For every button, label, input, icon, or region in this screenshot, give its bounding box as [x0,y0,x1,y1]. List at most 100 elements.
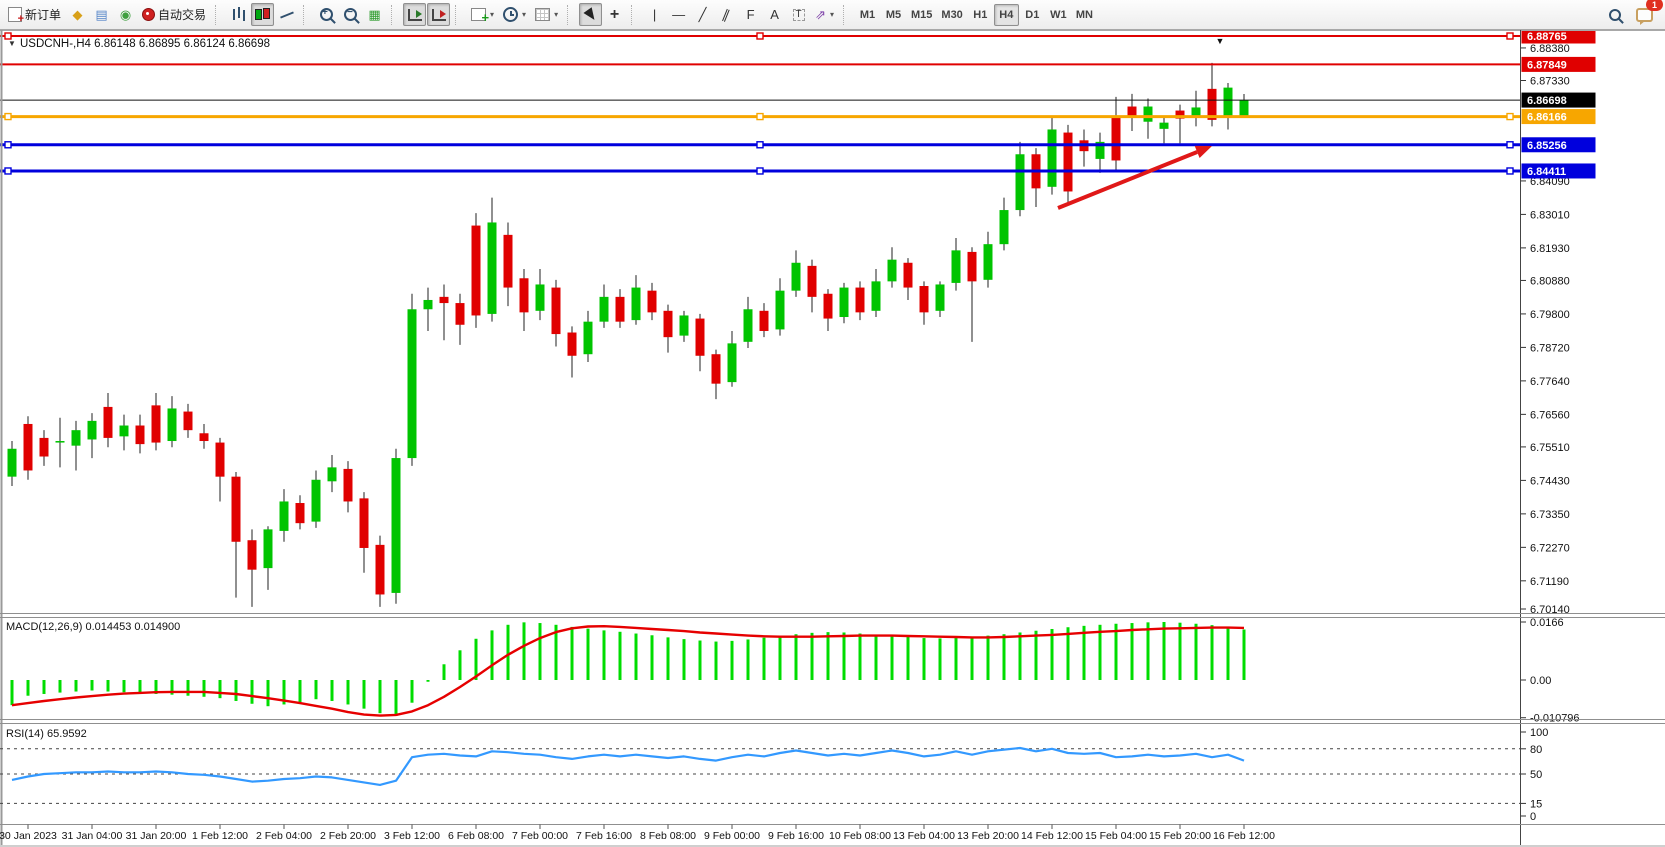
chart-area: 6.88380 6.87330 6.84090 6.83010 6.81930 6.808… [0,28,1665,847]
svg-text:6.85256: 6.85256 [1527,140,1567,152]
svg-text:100: 100 [1530,727,1548,739]
auto-scroll-button[interactable] [427,3,451,26]
indicator-panels [0,30,1665,847]
candle-chart-button[interactable] [251,3,275,26]
line-chart-icon [279,10,294,19]
timeframe-m30[interactable]: M30 [941,8,963,21]
svg-text:50: 50 [1530,769,1542,781]
timeframe-d1[interactable]: D1 [1025,8,1040,21]
chevron-down-icon: ▾ [829,10,834,19]
timeframe-h1[interactable]: H1 [973,8,988,21]
label-button[interactable]: T [787,3,810,26]
clock-icon [503,7,519,22]
svg-text:31 Jan 20:00: 31 Jan 20:00 [126,830,187,842]
timeframe-h4[interactable]: H4 [993,3,1019,26]
toolbar-separator [843,4,851,25]
svg-text:8 Feb 08:00: 8 Feb 08:00 [640,830,696,842]
annotations[interactable]: ▼ [1057,36,1224,210]
svg-text:15 Feb 20:00: 15 Feb 20:00 [1149,830,1211,842]
new-order-button[interactable]: 新订单 [4,3,65,26]
new-order-icon [8,7,24,25]
svg-text:6.71190: 6.71190 [1530,576,1569,588]
svg-text:1 Feb 12:00: 1 Feb 12:00 [192,830,248,842]
broadcast-signal-icon: ◉ [119,7,132,22]
candles-layer [7,62,1249,607]
terminal-window-icon: ▤ [95,7,108,22]
svg-text:6.88380: 6.88380 [1530,43,1570,55]
chat-bubble-icon [1636,7,1653,25]
horizontal-line-button[interactable]: — [667,3,690,26]
autotrade-button[interactable]: 自动交易 [138,3,210,26]
zoom-out-button[interactable] [339,3,362,26]
cursor-arrow-icon [583,6,599,23]
tile-windows-button[interactable]: ▦ [363,3,386,26]
vertical-line-button[interactable]: | [643,3,666,26]
cursor-button[interactable] [579,3,603,26]
toolbar-separator [391,4,399,25]
scroll-to-end-icon [407,8,422,21]
svg-text:0.0166: 0.0166 [1530,617,1564,629]
search-button[interactable] [1603,3,1626,26]
svg-text:16 Feb 12:00: 16 Feb 12:00 [1213,830,1275,842]
svg-text:2 Feb 04:00: 2 Feb 04:00 [256,830,312,842]
text-button[interactable]: A [763,3,786,26]
periods-button[interactable]: ▾ [499,3,530,26]
tile-windows-icon: ▦ [368,7,381,22]
scroll-to-end-button[interactable] [403,3,427,26]
zoom-in-button[interactable] [315,3,338,26]
chevron-down-icon: ▾ [522,10,527,19]
svg-text:6.84090: 6.84090 [1530,176,1570,188]
signals-icon-button[interactable]: ◉ [114,3,137,26]
charts-icon-button[interactable]: ◆ [66,3,89,26]
channel-button[interactable]: ∥ [715,3,738,26]
trend-arrow[interactable] [1057,145,1212,210]
symbol-dropdown-icon[interactable]: ▼ [8,39,16,48]
templates-button[interactable]: ▾ [531,3,562,26]
svg-text:6.75510: 6.75510 [1530,442,1570,454]
gold-chart-icon: ◆ [72,7,83,22]
notifications-button[interactable]: 1 [1632,0,1663,26]
timeframe-m5[interactable]: M5 [885,8,902,21]
autotrade-icon [142,8,156,21]
price-axis[interactable]: 6.88380 6.87330 6.84090 6.83010 6.81930 6.808… [1521,28,1596,823]
terminal-icon-button[interactable]: ▤ [90,3,113,26]
toolbar-separator [567,4,575,25]
equidistant-channel-icon: ∥ [720,6,733,23]
text-label-icon: T [792,8,805,21]
chart-canvas[interactable]: 6.88380 6.87330 6.84090 6.83010 6.81930 6.808… [0,28,1665,847]
svg-text:13 Feb 04:00: 13 Feb 04:00 [893,830,955,842]
bar-chart-button[interactable] [227,3,250,26]
time-axis[interactable]: 30 Jan 2023 31 Jan 04:00 31 Jan 20:00 1 Feb… [0,824,1275,843]
svg-text:6.78720: 6.78720 [1530,342,1570,354]
fibonacci-button[interactable]: F [739,3,762,26]
indicators-button[interactable]: ▾ [467,3,498,26]
crosshair-button[interactable]: + [603,3,626,26]
arrows-button[interactable]: ⇗ ▾ [811,3,838,26]
toolbar-separator [631,4,639,25]
svg-text:6 Feb 08:00: 6 Feb 08:00 [448,830,504,842]
timeframe-m1[interactable]: M1 [859,8,876,21]
horizontal-line-icon: — [672,7,686,22]
add-indicator-icon [471,8,489,25]
vertical-line-icon: | [652,7,657,22]
svg-text:6.84411: 6.84411 [1527,166,1566,178]
svg-text:9 Feb 16:00: 9 Feb 16:00 [768,830,824,842]
svg-text:14 Feb 12:00: 14 Feb 12:00 [1021,830,1083,842]
svg-text:6.83010: 6.83010 [1530,209,1570,221]
timeframe-mn[interactable]: MN [1075,8,1093,21]
trendline-button[interactable]: ╱ [691,3,714,26]
line-chart-button[interactable] [275,3,298,26]
svg-text:80: 80 [1530,744,1542,756]
timeframe-m15[interactable]: M15 [911,8,933,21]
crosshair-icon: + [609,5,620,23]
svg-text:0.00: 0.00 [1530,675,1551,687]
svg-text:10 Feb 08:00: 10 Feb 08:00 [829,830,891,842]
chevron-down-icon: ▾ [554,10,559,19]
svg-text:15: 15 [1530,798,1542,810]
hlines-layer[interactable] [0,32,1520,175]
candlestick-chart-icon [255,8,271,20]
toolbar: 新订单 ◆ ▤ ◉ 自动交易 ▦ ▾ ▾ ▾ + | — ╱ ∥ FAT ⇗▾ M1 M5 M15 M30 H1 H4 D1… [0,0,1665,30]
svg-text:6.79800: 6.79800 [1530,309,1570,321]
timeframe-w1[interactable]: W1 [1050,8,1067,21]
macd-label: MACD(12,26,9) 0.014453 0.014900 [6,621,180,633]
